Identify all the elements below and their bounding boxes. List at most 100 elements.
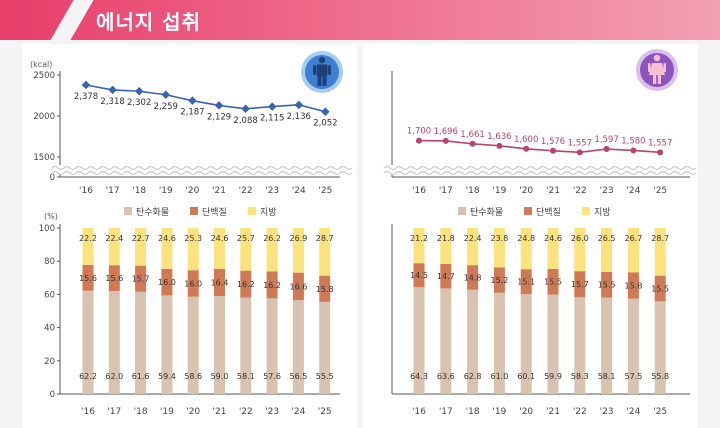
bar-value-label: 59.0: [211, 372, 229, 381]
bar-value-label: 15.5: [544, 278, 562, 287]
data-label: 2,318: [100, 97, 124, 107]
bar-segment: [547, 294, 559, 394]
bar-value-label: 15.5: [651, 285, 669, 294]
bar-value-label: 24.6: [158, 234, 176, 243]
x-tick-label: '18: [466, 186, 480, 196]
bar-value-label: 16.2: [263, 281, 281, 290]
bar-value-label: 23.8: [490, 234, 508, 243]
data-label: 1,557: [648, 138, 672, 148]
bar-value-label: 15.6: [105, 274, 123, 283]
bar-segment: [574, 271, 586, 298]
x-tick-label: '18: [466, 407, 480, 417]
section-header: 에너지 섭취: [0, 0, 720, 40]
bar-segment: [574, 228, 586, 272]
bar-value-label: 61.6: [132, 372, 150, 381]
legend-swatch: [190, 207, 198, 215]
x-tick-label: '24: [292, 186, 306, 196]
bar-segment: [413, 263, 425, 288]
data-label: 1,600: [514, 135, 538, 145]
bar-segment: [627, 272, 639, 299]
data-point: [550, 147, 556, 154]
data-point: [294, 100, 304, 110]
x-tick-label: '21: [546, 186, 560, 196]
data-label: 2,302: [127, 98, 151, 108]
data-label: 2,129: [207, 112, 231, 122]
data-point: [523, 145, 530, 152]
bar-segment: [161, 228, 173, 269]
bar-segment: [547, 228, 559, 269]
bar-segment: [240, 297, 252, 394]
bar-value-label: 22.4: [105, 234, 123, 243]
bar-value-label: 57.5: [624, 372, 642, 381]
bar-value-label: 57.6: [263, 372, 281, 381]
data-label: 2,052: [313, 119, 337, 129]
bar-segment: [108, 265, 120, 292]
x-tick-label: '16: [79, 186, 93, 196]
data-point: [496, 142, 503, 149]
bar-value-label: 26.9: [289, 234, 307, 243]
x-tick-label: '20: [186, 407, 200, 417]
legend-swatch: [524, 207, 532, 215]
bar-segment: [135, 265, 147, 292]
x-tick-label: '19: [492, 186, 506, 196]
bar-segment: [82, 264, 94, 291]
bar-segment: [240, 228, 252, 271]
series-line: [418, 139, 661, 154]
bar-segment: [266, 271, 278, 299]
data-label: 1,580: [621, 136, 645, 146]
bar-segment: [214, 228, 225, 269]
legend-swatch: [582, 207, 590, 215]
y-tick-label: 0: [50, 390, 55, 400]
data-label: 1,661: [460, 130, 484, 140]
bar-segment: [240, 270, 252, 298]
bar-value-label: 16.2: [237, 280, 255, 289]
data-point: [267, 102, 277, 111]
bar-value-label: 25.7: [237, 234, 255, 243]
bar-segment: [108, 291, 120, 394]
x-tick-label: '19: [160, 407, 174, 417]
bar-segment: [266, 228, 278, 272]
axis-break-band: [52, 165, 340, 174]
bar-value-label: 14.7: [437, 272, 455, 281]
bar-value-label: 55.8: [651, 372, 669, 381]
data-point: [134, 86, 144, 96]
bar-value-label: 21.2: [410, 234, 428, 243]
data-label: 2,378: [74, 92, 98, 102]
bar-segment: [319, 275, 331, 302]
bar-value-label: 24.8: [517, 234, 535, 243]
bar-segment: [82, 228, 94, 265]
bar-segment: [292, 272, 304, 301]
bar-value-label: 24.6: [544, 234, 562, 243]
x-tick-label: '19: [159, 186, 173, 196]
data-point: [469, 140, 476, 147]
y-unit-label: (kcal): [30, 60, 52, 69]
bar-segment: [627, 298, 639, 394]
bar-segment: [161, 268, 173, 296]
legend-label: 지방: [260, 207, 277, 218]
bar-segment: [161, 295, 173, 394]
y-tick-label: 2500: [33, 71, 55, 81]
bar-value-label: 21.8: [437, 234, 455, 243]
x-tick-label: '25: [318, 407, 332, 417]
bar-value-label: 15.7: [132, 275, 150, 284]
bar-segment: [319, 301, 331, 394]
data-label: 1,700: [407, 127, 431, 137]
bar-segment: [654, 301, 666, 394]
bar-segment: [266, 298, 278, 394]
bar-segment: [440, 264, 452, 289]
x-tick-label: '24: [626, 407, 640, 417]
bar-segment: [520, 269, 532, 295]
bar-value-label: 60.1: [517, 372, 535, 381]
bar-segment: [493, 292, 505, 394]
bar-value-label: 15.8: [316, 285, 334, 294]
x-tick-label: '22: [573, 186, 587, 196]
bar-value-label: 22.4: [464, 234, 482, 243]
y-tick-label: 1500: [33, 153, 55, 163]
data-point: [214, 101, 224, 110]
y-unit-label: (%): [44, 212, 58, 221]
x-tick-label: '16: [412, 407, 426, 417]
data-label: 2,136: [287, 112, 311, 122]
data-point: [576, 149, 583, 156]
bar-value-label: 14.8: [464, 273, 482, 282]
